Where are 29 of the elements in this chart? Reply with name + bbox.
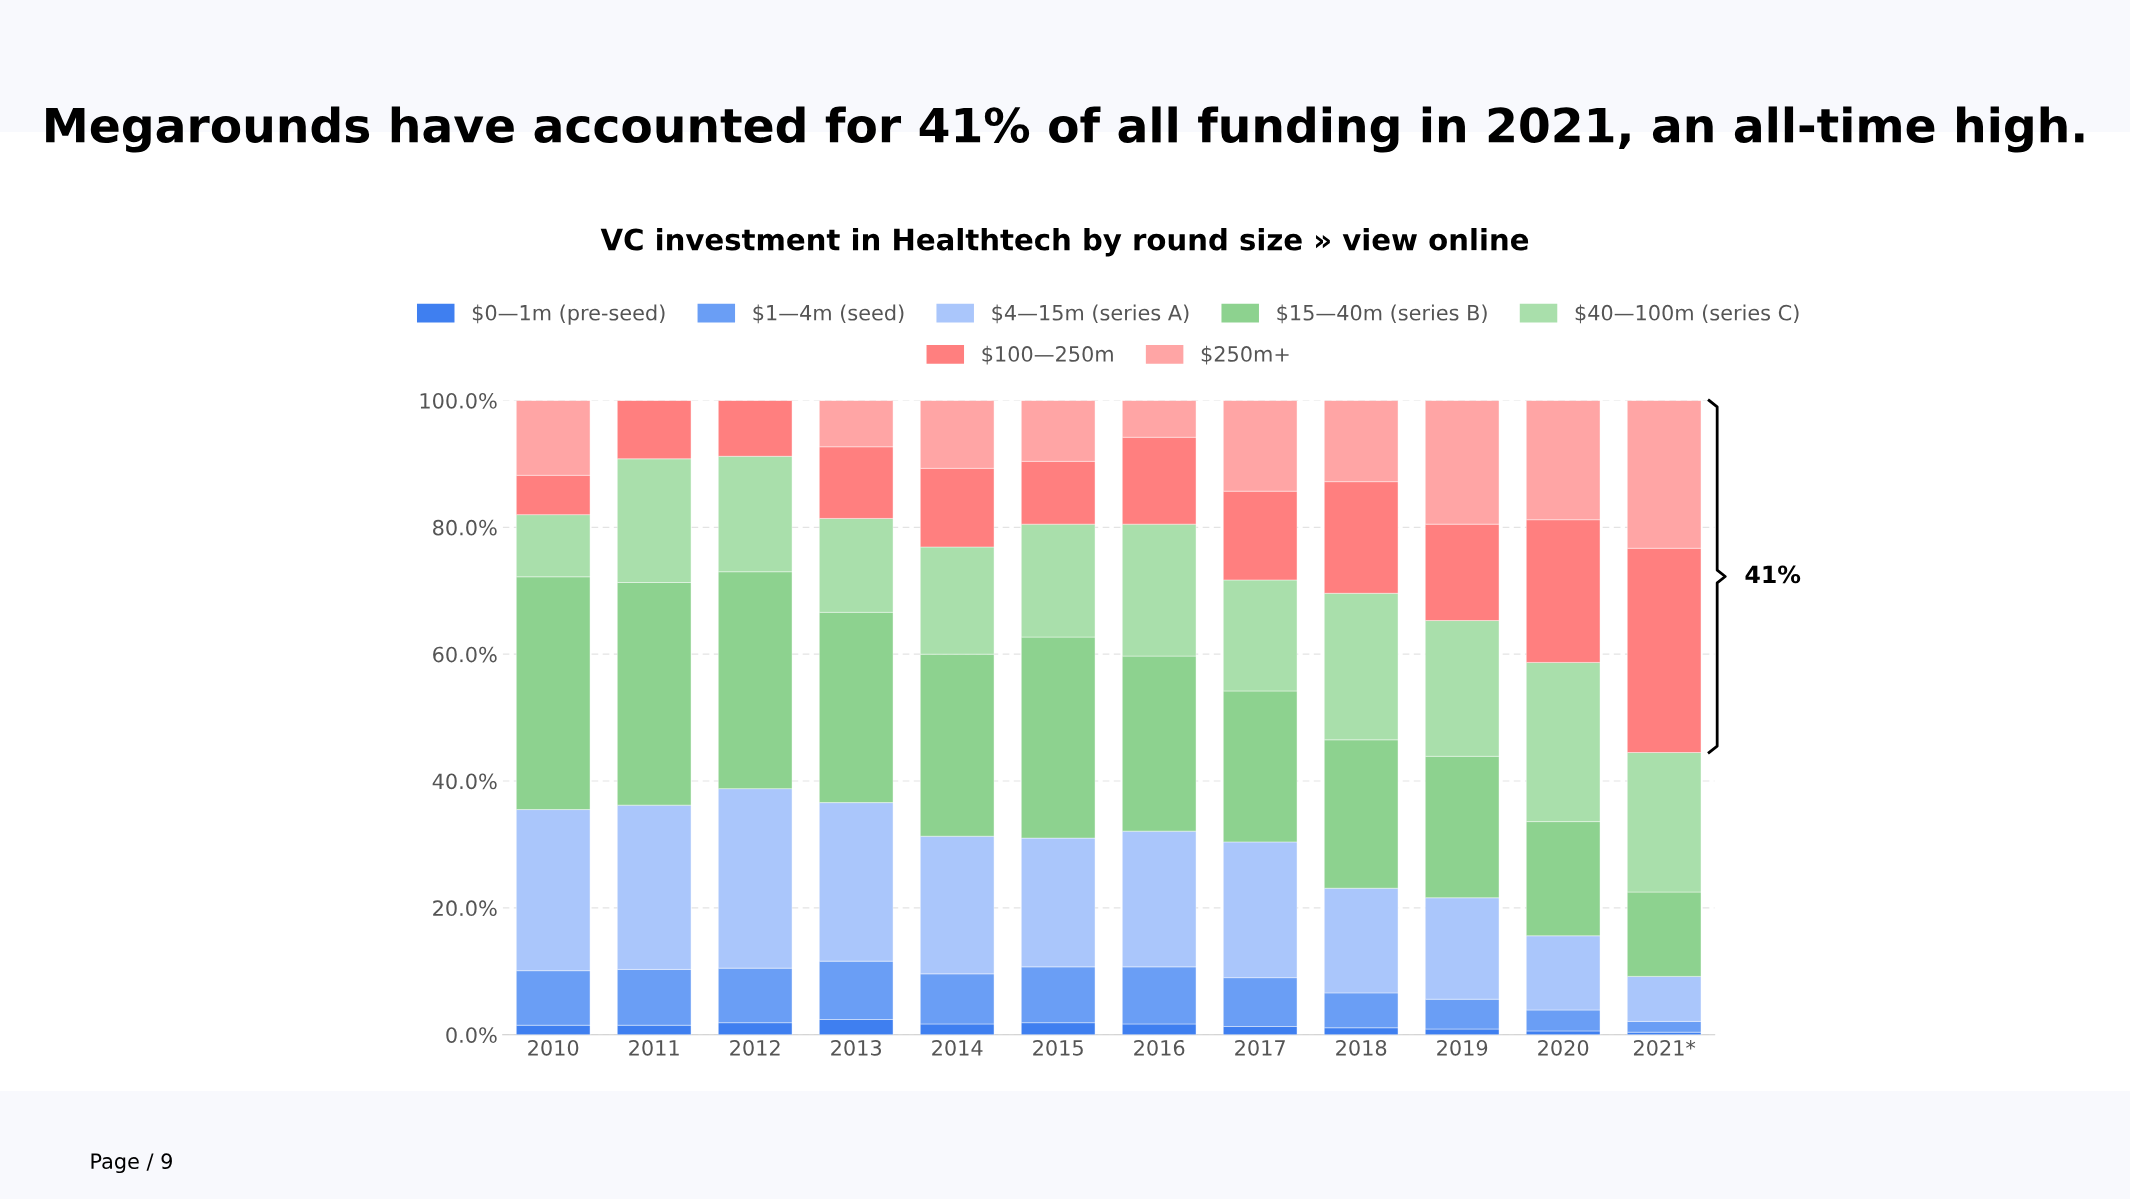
x-tick-label: 2016 bbox=[1134, 1039, 1185, 1056]
chart-title: Megarounds have accounted for 41% of all funding in 2021, an all-time high. bbox=[46, 106, 2084, 153]
y-tick-label: 0.0% bbox=[446, 1027, 497, 1043]
legend-label: $4—15m (series A) bbox=[992, 304, 1189, 324]
y-tick-label: 100.0% bbox=[420, 392, 497, 409]
y-tick-label: 40.0% bbox=[432, 773, 497, 790]
x-tick-label: 2013 bbox=[831, 1039, 882, 1056]
legend-label: $15—40m (series B) bbox=[1277, 304, 1487, 324]
x-tick-label: 2018 bbox=[1336, 1039, 1387, 1056]
legend-label: $100—250m bbox=[982, 345, 1113, 365]
legend-label: $0—1m (pre-seed) bbox=[472, 304, 665, 325]
x-tick-label: 2012 bbox=[730, 1039, 780, 1056]
text: 41% bbox=[1745, 565, 1801, 584]
legend-label: $1—4m (seed) bbox=[753, 304, 904, 324]
text: Page / 9 bbox=[91, 1153, 172, 1174]
legend-label: $40—100m (series C) bbox=[1575, 304, 1799, 324]
chart-subtitle: VC investment in Healthtech by round size » view online bbox=[600, 227, 1529, 257]
x-tick-label: 2010 bbox=[528, 1039, 579, 1056]
y-tick-label: 60.0% bbox=[433, 646, 497, 663]
x-tick-label: 2019 bbox=[1437, 1039, 1488, 1056]
x-tick-label: 2011 bbox=[629, 1039, 679, 1056]
x-tick-label: 2020 bbox=[1538, 1039, 1589, 1056]
x-tick-label: 2014 bbox=[932, 1039, 983, 1056]
x-tick-label: 2017 bbox=[1235, 1039, 1285, 1056]
x-tick-label: 2021* bbox=[1633, 1039, 1696, 1056]
legend-label: $250m+ bbox=[1201, 345, 1289, 365]
x-tick-label: 2015 bbox=[1033, 1039, 1083, 1056]
y-tick-label: 80.0% bbox=[433, 519, 497, 536]
y-tick-label: 20.0% bbox=[433, 900, 497, 917]
